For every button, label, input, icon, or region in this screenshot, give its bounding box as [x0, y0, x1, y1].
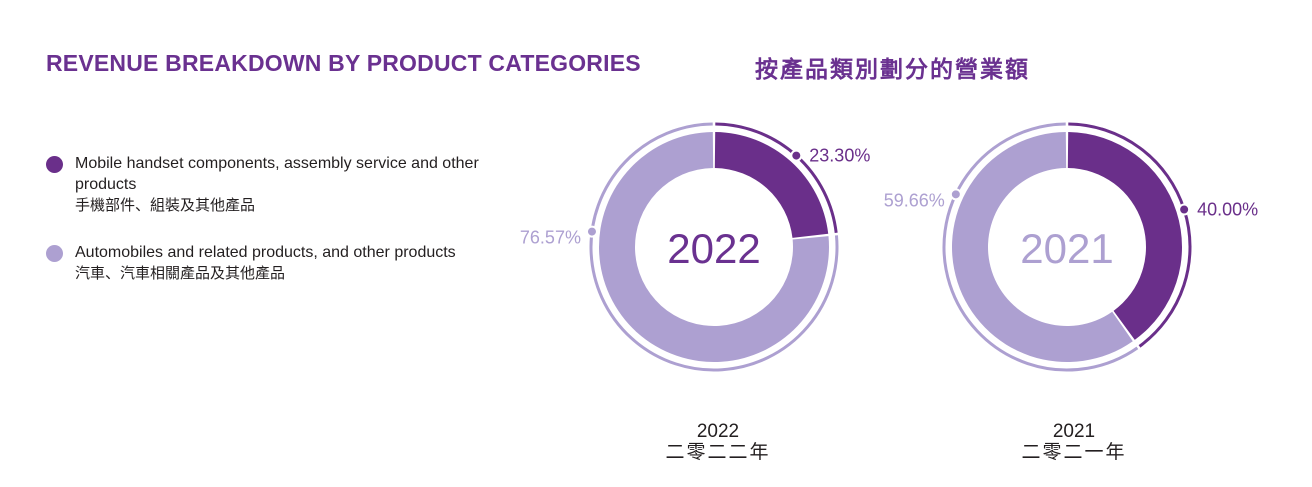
legend-swatch-mobile [46, 156, 63, 173]
donut-2022-value-label-1: 76.57% [520, 228, 581, 248]
legend-label-mobile-zh: 手機部件、組裝及其他產品 [75, 197, 256, 214]
donut-2022-segment-0 [714, 132, 829, 238]
legend-label-mobile-en: Mobile handset components, assembly serv… [75, 155, 479, 193]
donut-2021-ring-1 [942, 122, 1139, 372]
legend-label-auto-en: Automobiles and related products, and ot… [75, 244, 456, 261]
donut-2021-segment-1 [952, 132, 1133, 362]
donut-2022-ring-1 [589, 122, 839, 372]
legend: Mobile handset components, assembly serv… [46, 153, 526, 310]
donut-2022-marker-0 [790, 149, 803, 162]
donut-2021-center-label: 2021 [1020, 225, 1113, 272]
legend-item-auto: Automobiles and related products, and ot… [46, 242, 526, 284]
caption-2022: 2022 二零二二年 [648, 421, 788, 463]
donut-2021-value-label-1: 59.66% [884, 190, 945, 210]
caption-2022-year: 2022 [696, 421, 740, 442]
donut-2021-marker-0 [1178, 203, 1191, 216]
legend-swatch-auto [46, 245, 63, 262]
title-chinese: 按產品類別劃分的營業額 [755, 56, 1030, 82]
donut-2021-segment-0 [1067, 132, 1182, 340]
legend-item-mobile: Mobile handset components, assembly serv… [46, 153, 526, 216]
donut-2022-marker-1 [585, 225, 598, 238]
title-english: REVENUE BREAKDOWN BY PRODUCT CATEGORIES [46, 50, 641, 76]
donut-2021-marker-1 [949, 188, 962, 201]
caption-2021-zh: 二零二一年 [1021, 442, 1127, 463]
caption-2021: 2021 二零二一年 [1004, 421, 1144, 463]
caption-2022-zh: 二零二二年 [665, 442, 771, 463]
donut-2022-segment-1 [598, 132, 830, 363]
donut-2022-center-label: 2022 [667, 225, 760, 272]
caption-2021-year: 2021 [1052, 421, 1096, 442]
donut-2022-value-label-0: 23.30% [809, 146, 870, 166]
donut-2021-value-label-0: 40.00% [1197, 199, 1258, 219]
legend-label-auto-zh: 汽車、汽車相關產品及其他產品 [75, 265, 286, 282]
